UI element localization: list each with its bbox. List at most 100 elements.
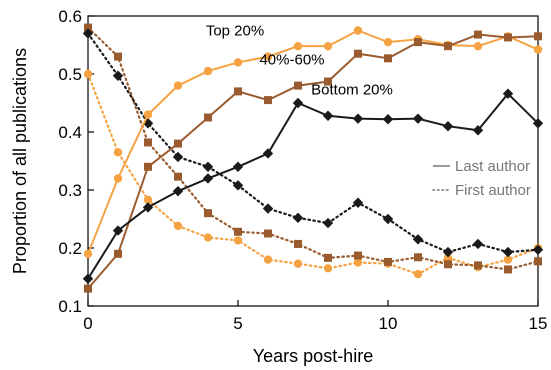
data-point <box>323 264 333 273</box>
series-line <box>86 32 540 254</box>
y-tick-label: 0.3 <box>58 181 82 200</box>
data-point <box>142 118 154 129</box>
x-axis: 0 5 10 15 <box>83 300 547 333</box>
data-point <box>533 45 543 54</box>
data-point <box>232 180 244 191</box>
data-point <box>174 172 182 181</box>
data-point <box>262 203 274 214</box>
data-point <box>143 195 153 205</box>
data-point <box>323 41 333 51</box>
data-point <box>352 113 364 124</box>
data-point <box>503 255 513 264</box>
data-point <box>502 88 514 99</box>
data-point <box>412 234 424 245</box>
data-point <box>414 253 422 262</box>
data-point <box>82 28 94 39</box>
series-diamond-dotted <box>82 28 544 258</box>
data-point <box>263 52 273 61</box>
y-tick-label: 0.2 <box>58 239 82 258</box>
x-tick-label: 0 <box>83 314 92 333</box>
data-point <box>172 185 184 197</box>
plot-frame <box>87 15 539 307</box>
x-tick-label: 15 <box>529 314 548 333</box>
data-point <box>202 161 214 172</box>
plot-area <box>87 15 539 307</box>
series-line <box>87 29 539 255</box>
data-point <box>472 238 484 250</box>
data-point <box>532 118 544 129</box>
data-point <box>474 261 482 270</box>
series-line <box>87 92 539 280</box>
data-point <box>322 110 334 121</box>
data-point <box>234 227 242 236</box>
data-point <box>82 273 94 284</box>
data-point <box>112 225 124 236</box>
series-annotation: 40%-60% <box>259 52 324 69</box>
data-point <box>442 121 454 132</box>
series-line <box>86 26 540 271</box>
data-point <box>443 253 453 263</box>
data-point <box>292 97 304 109</box>
x-tick-label: 10 <box>379 314 398 333</box>
data-point <box>413 269 423 279</box>
x-axis-title: Years post-hire <box>253 346 373 366</box>
data-point <box>504 265 512 274</box>
data-point <box>174 139 182 148</box>
data-point <box>442 246 454 258</box>
y-tick-label: 0.5 <box>58 65 82 84</box>
data-point <box>173 81 183 90</box>
data-point <box>113 148 123 157</box>
data-point <box>383 37 393 47</box>
data-point <box>322 217 334 229</box>
data-point <box>384 257 392 266</box>
series-line <box>87 33 539 290</box>
data-point <box>293 259 303 268</box>
y-axis-title: Proportion of all publications <box>10 48 30 274</box>
data-point <box>382 114 394 125</box>
data-point <box>294 239 302 248</box>
legend: Last author First author <box>432 158 531 199</box>
series-layer <box>82 23 544 293</box>
data-point <box>84 23 92 32</box>
data-point <box>83 249 93 258</box>
data-point <box>354 251 362 260</box>
data-point <box>534 257 542 266</box>
series-square-solid <box>84 30 542 293</box>
series-square-dotted <box>84 23 542 274</box>
data-point <box>324 77 332 86</box>
series-annotation: Bottom 20% <box>311 81 393 98</box>
data-point <box>444 42 452 51</box>
data-point <box>352 197 364 208</box>
data-point <box>143 110 153 119</box>
series-line <box>86 72 540 276</box>
data-point <box>232 161 244 172</box>
data-point <box>84 284 92 293</box>
data-point <box>353 26 363 35</box>
data-point <box>204 209 212 218</box>
data-point <box>114 52 122 61</box>
data-point <box>294 81 302 90</box>
x-tick-label: 5 <box>233 314 242 333</box>
y-tick-label: 0.6 <box>58 7 82 26</box>
data-point <box>473 41 483 51</box>
data-point <box>263 255 273 264</box>
data-point <box>504 33 512 42</box>
data-point <box>233 58 243 67</box>
series-annotation: Top 20% <box>206 23 264 40</box>
y-tick-label: 0.1 <box>58 297 82 316</box>
data-point <box>83 69 93 79</box>
data-point <box>203 233 213 242</box>
data-point <box>414 38 422 47</box>
data-point <box>144 162 152 171</box>
data-point <box>173 221 183 231</box>
data-point <box>113 174 123 183</box>
data-point <box>293 41 303 51</box>
legend-last-author-label: Last author <box>455 158 530 175</box>
data-point <box>204 113 212 122</box>
y-tick-label: 0.4 <box>58 123 82 142</box>
data-point <box>444 260 452 269</box>
data-point <box>202 173 214 184</box>
data-point <box>172 151 184 163</box>
data-point <box>264 229 272 238</box>
data-point <box>353 258 363 267</box>
